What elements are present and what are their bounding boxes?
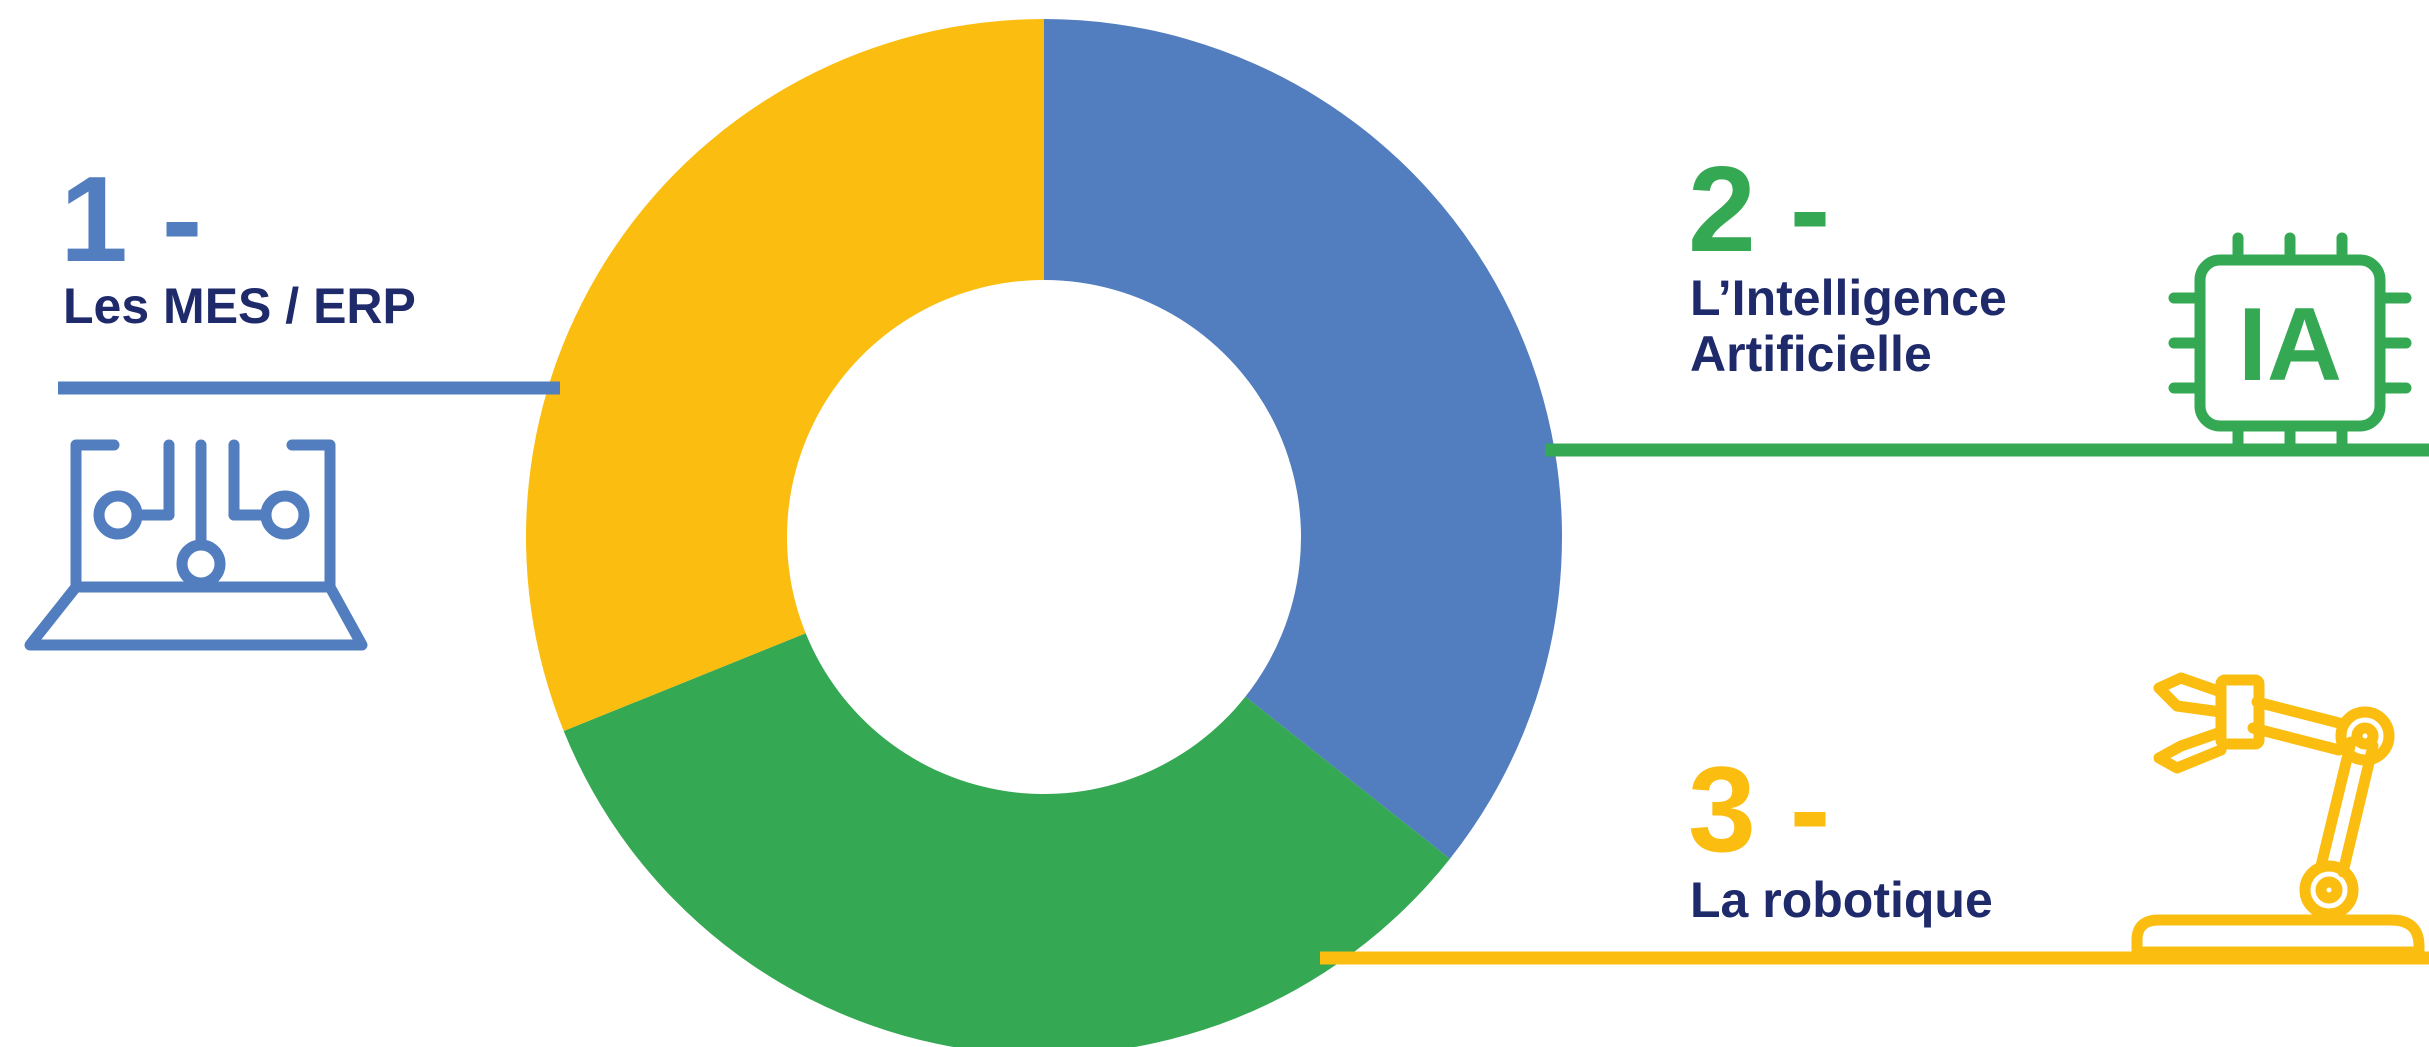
item-label-ia-line-1: L’Intelligence bbox=[1690, 270, 2007, 326]
ai-chip-icon: IA bbox=[2168, 232, 2412, 454]
donut-segment-robotique bbox=[525, 19, 1044, 732]
item-number-robotique: 3 - bbox=[1688, 741, 1831, 877]
donut-segment-mes-erp bbox=[1044, 19, 1562, 859]
item-number-mes-erp: 1 - bbox=[60, 151, 203, 287]
donut-segments bbox=[525, 19, 1562, 1047]
ai-chip-icon-text: IA bbox=[2238, 287, 2342, 403]
item-label-mes-erp: Les MES / ERP bbox=[63, 278, 416, 334]
robotic-arm-icon bbox=[2131, 672, 2425, 958]
donut-segment-ia bbox=[563, 633, 1450, 1047]
laptop-circuit-icon bbox=[24, 439, 368, 651]
item-number-ia: 2 - bbox=[1688, 141, 1831, 277]
item-label-ia: L’Intelligence Artificielle bbox=[1690, 270, 2007, 382]
item-label-ia-line-2: Artificielle bbox=[1690, 326, 1932, 382]
item-label-robotique: La robotique bbox=[1690, 872, 1993, 928]
